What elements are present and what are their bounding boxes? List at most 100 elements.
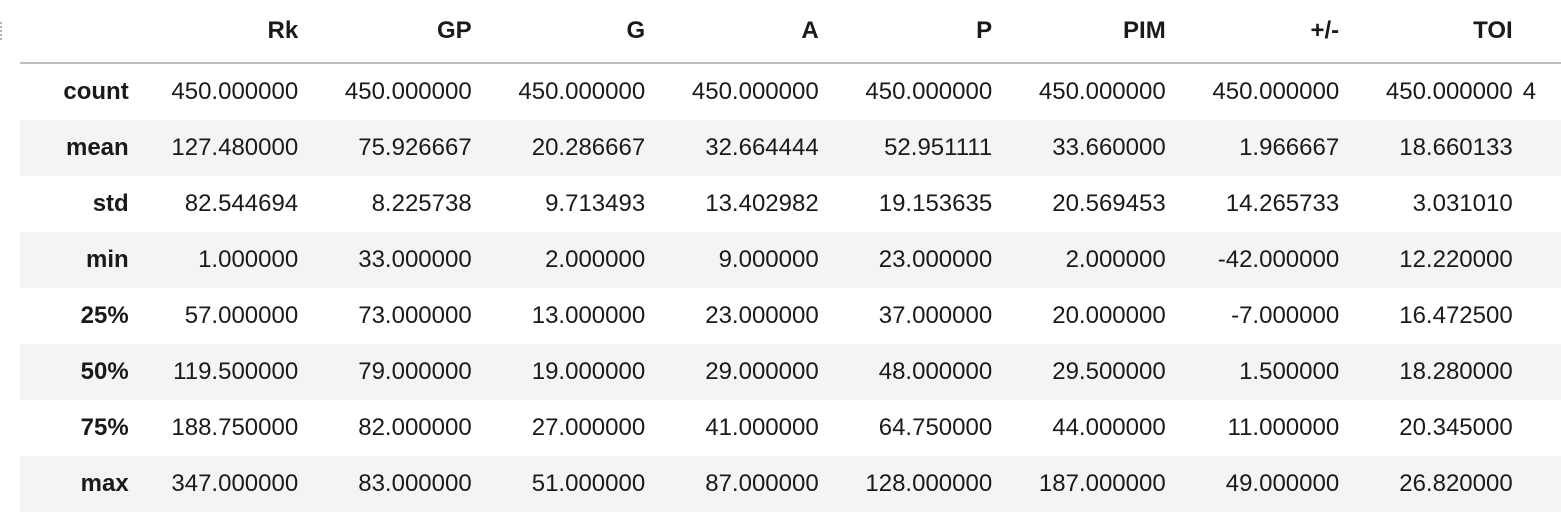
table-cell: 1.966667 — [1239, 134, 1340, 161]
table-cell: -42.000000 — [1217, 246, 1340, 273]
table-cell: 41.000000 — [705, 414, 819, 441]
table-row: 25% 57.000000 73.000000 13.000000 23.000000 3… — [20, 288, 1561, 344]
table-row: min 1.000000 33.000000 2.000000 9.000000 23.0… — [20, 232, 1561, 288]
dataframe-output: Rk GP G A P PIM +/- TOI count 450.000000 4… — [20, 0, 1561, 522]
table-cell-truncated — [1523, 456, 1561, 512]
table-cell: 20.000000 — [1052, 302, 1166, 329]
column-header: P — [976, 17, 993, 44]
table-cell: 188.750000 — [171, 414, 299, 441]
table-cell: 73.000000 — [358, 302, 472, 329]
table-cell: 23.000000 — [878, 246, 993, 273]
table-cell-truncated — [1523, 176, 1561, 232]
table-cell: 1.000000 — [198, 246, 299, 273]
table-cell: 33.000000 — [358, 246, 472, 273]
table-cell-truncated — [1523, 400, 1561, 456]
output-collapse-handle[interactable] — [0, 22, 5, 40]
table-cell: 29.500000 — [1052, 358, 1166, 385]
table-cell: 57.000000 — [184, 302, 299, 329]
row-index-label: mean — [65, 134, 129, 161]
table-cell: 12.220000 — [1399, 246, 1513, 273]
column-header-truncated — [1523, 0, 1561, 63]
column-header: G — [626, 17, 646, 44]
table-cell: 8.225738 — [371, 190, 472, 217]
row-index-label: 50% — [80, 358, 129, 385]
row-index-label: min — [86, 246, 129, 273]
table-cell: 450.000000 — [171, 78, 299, 105]
row-index-label: max — [80, 470, 129, 497]
table-cell: 9.713493 — [545, 190, 646, 217]
column-header: Rk — [267, 17, 299, 44]
table-cell: 87.000000 — [705, 470, 819, 497]
table-cell: 14.265733 — [1225, 190, 1340, 217]
table-cell: 13.000000 — [531, 302, 646, 329]
table-cell-truncated — [1523, 232, 1561, 288]
table-cell: 18.660133 — [1399, 134, 1513, 161]
table-cell: 32.664444 — [705, 134, 819, 161]
table-cell: 79.000000 — [358, 358, 472, 385]
table-cell: 347.000000 — [171, 470, 299, 497]
table-row: 50% 119.500000 79.000000 19.000000 29.000000… — [20, 344, 1561, 400]
table-cell: 18.280000 — [1399, 358, 1513, 385]
table-cell: 52.951111 — [884, 134, 993, 161]
column-header: TOI — [1473, 17, 1513, 44]
table-cell: 51.000000 — [531, 470, 646, 497]
table-cell: 13.402982 — [705, 190, 819, 217]
row-index-label: std — [92, 190, 129, 217]
table-row: 75% 188.750000 82.000000 27.000000 41.000000… — [20, 400, 1561, 456]
table-cell: 450.000000 — [1212, 78, 1340, 105]
table-cell-truncated: 4 — [1522, 78, 1537, 105]
table-cell: 23.000000 — [705, 302, 819, 329]
table-cell: 49.000000 — [1225, 470, 1340, 497]
column-header: +/- — [1310, 17, 1340, 44]
table-cell: 20.345000 — [1399, 414, 1513, 441]
table-cell: 26.820000 — [1399, 470, 1513, 497]
table-cell: 82.544694 — [184, 190, 299, 217]
table-cell: 33.660000 — [1052, 134, 1166, 161]
header-row: Rk GP G A P PIM +/- TOI — [20, 0, 1561, 63]
table-cell: 119.500000 — [173, 358, 299, 385]
table-cell: 450.000000 — [1038, 78, 1166, 105]
table-cell: 16.472500 — [1399, 302, 1513, 329]
describe-table: Rk GP G A P PIM +/- TOI count 450.000000 4… — [20, 0, 1561, 512]
table-cell: 19.000000 — [531, 358, 646, 385]
table-cell: 127.480000 — [171, 134, 299, 161]
table-cell: 64.750000 — [878, 414, 993, 441]
row-index-label: 75% — [80, 414, 129, 441]
table-cell: 450.000000 — [1385, 78, 1513, 105]
table-cell: 83.000000 — [358, 470, 472, 497]
column-header: GP — [437, 17, 472, 44]
table-cell-truncated — [1523, 288, 1561, 344]
table-row: mean 127.480000 75.926667 20.286667 32.66444… — [20, 120, 1561, 176]
table-cell: 450.000000 — [691, 78, 819, 105]
table-cell: 128.000000 — [865, 470, 993, 497]
table-cell: 11.000000 — [1227, 414, 1340, 441]
table-cell: 2.000000 — [1065, 246, 1166, 273]
table-cell: 82.000000 — [358, 414, 472, 441]
column-header: A — [801, 17, 819, 44]
table-cell: 9.000000 — [718, 246, 819, 273]
row-index-label: count — [63, 78, 129, 105]
table-cell: 187.000000 — [1038, 470, 1166, 497]
table-row: std 82.544694 8.225738 9.713493 13.402982 19.… — [20, 176, 1561, 232]
table-cell: 1.500000 — [1239, 358, 1340, 385]
table-row: max 347.000000 83.000000 51.000000 87.000000… — [20, 456, 1561, 512]
table-cell: 2.000000 — [545, 246, 646, 273]
table-cell: -7.000000 — [1231, 302, 1340, 329]
table-cell: 20.569453 — [1052, 190, 1166, 217]
table-row: count 450.000000 450.000000 450.000000 450.0… — [20, 63, 1561, 120]
table-cell-truncated — [1523, 120, 1561, 176]
table-cell: 75.926667 — [358, 134, 472, 161]
table-cell: 19.153635 — [878, 190, 993, 217]
table-cell: 29.000000 — [705, 358, 819, 385]
table-cell: 450.000000 — [518, 78, 646, 105]
table-cell-truncated — [1523, 344, 1561, 400]
table-cell: 37.000000 — [878, 302, 993, 329]
table-cell: 3.031010 — [1412, 190, 1513, 217]
table-cell: 48.000000 — [878, 358, 993, 385]
row-index-label: 25% — [80, 302, 129, 329]
table-cell: 450.000000 — [344, 78, 472, 105]
table-cell: 450.000000 — [865, 78, 993, 105]
index-corner — [20, 0, 135, 63]
table-cell: 20.286667 — [531, 134, 646, 161]
column-header: PIM — [1123, 17, 1166, 44]
